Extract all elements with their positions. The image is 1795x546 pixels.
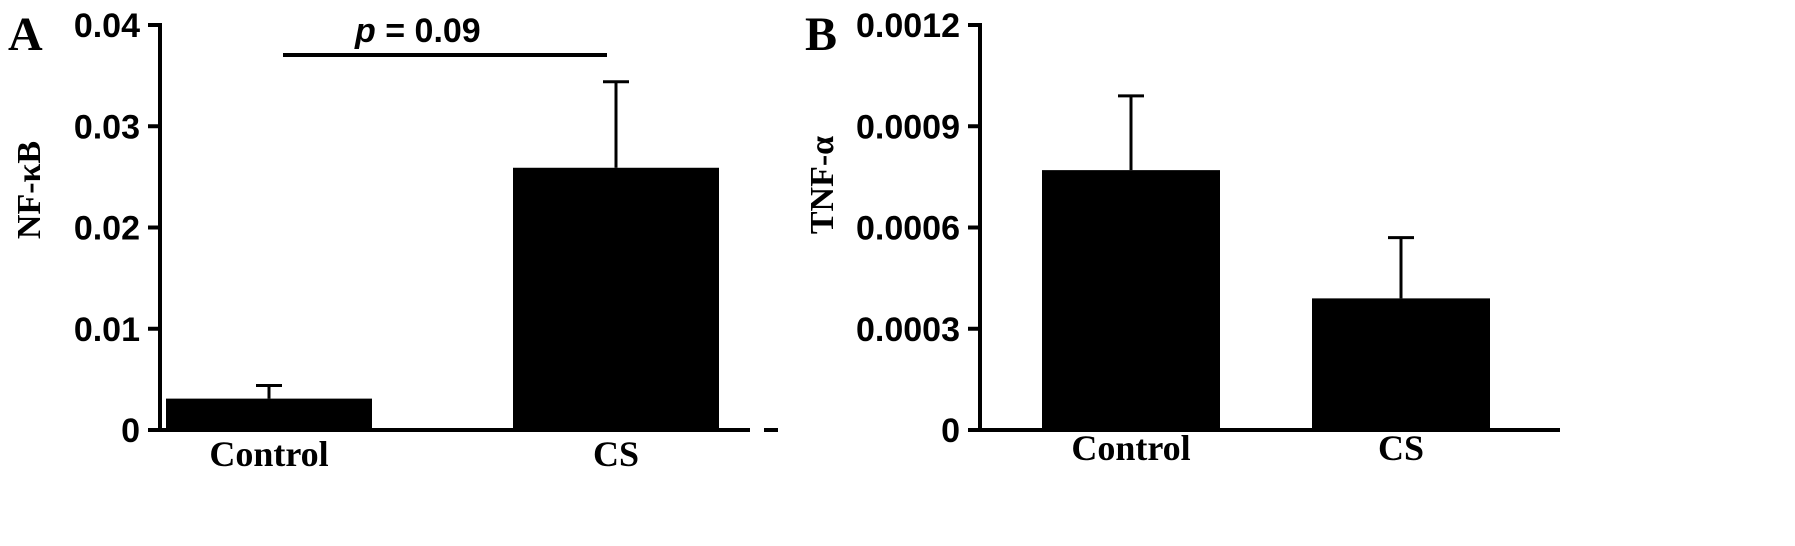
bar-cs — [513, 167, 719, 430]
x-tick-label: CS — [593, 434, 639, 474]
y-axis-label: NF-κB — [11, 141, 48, 239]
y-tick-label: 0.01 — [74, 311, 140, 349]
y-tick-label: 0.03 — [74, 108, 140, 146]
x-tick-label: CS — [1378, 428, 1424, 468]
y-tick-label: 0.0006 — [856, 210, 960, 248]
panel-a-chart: A NF-κB Control CS 0 0.01 0.02 0.03 0.04 p = 0.09 — [8, 7, 778, 474]
bar-control — [1042, 170, 1220, 430]
y-tick-label: 0.04 — [74, 7, 140, 45]
y-tick-label: 0.0003 — [856, 311, 960, 349]
panel-label: B — [805, 8, 837, 61]
y-axis-label: TNF-α — [804, 136, 841, 234]
y-tick-label: 0.02 — [74, 210, 140, 248]
y-tick-label: 0 — [941, 412, 960, 450]
y-tick-label: 0.0012 — [856, 7, 960, 45]
bar-control — [166, 398, 372, 430]
panel-label: A — [8, 8, 43, 61]
x-tick-label: Control — [209, 434, 328, 474]
p-value-annotation: p = 0.09 — [354, 12, 481, 50]
y-tick-label: 0.0009 — [856, 108, 960, 146]
y-tick-label: 0 — [121, 412, 140, 450]
panel-b-chart: B TNF-α Control CS 0 0.0003 0.0006 0.0009 0.0012 — [804, 7, 1560, 468]
bar-cs — [1312, 298, 1490, 430]
x-tick-label: Control — [1071, 428, 1190, 468]
